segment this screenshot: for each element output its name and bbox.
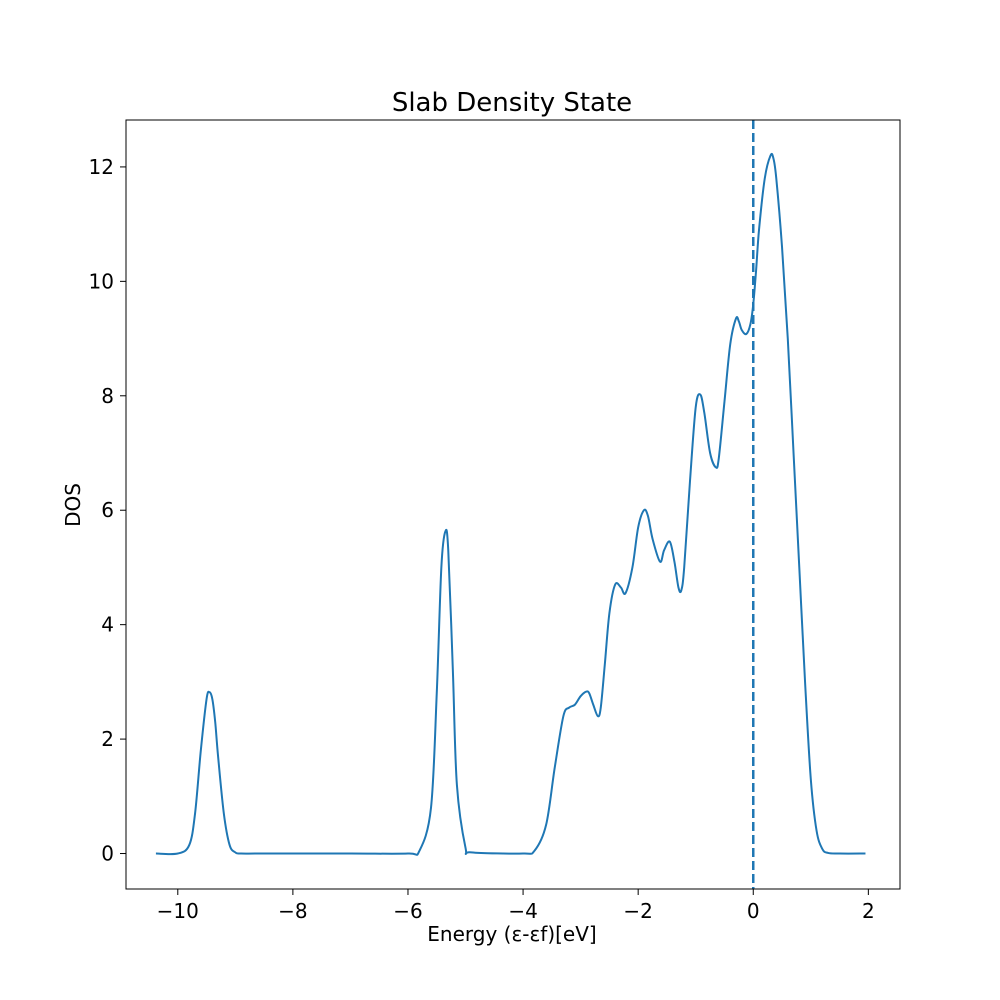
plot-area bbox=[155, 120, 866, 889]
x-tick-label: −2 bbox=[623, 899, 652, 923]
x-axis-label: Energy (ε-εf)[eV] bbox=[427, 922, 596, 946]
x-tick-label: 2 bbox=[862, 899, 875, 923]
x-tick-label: −8 bbox=[278, 899, 307, 923]
y-tick-label: 12 bbox=[89, 155, 114, 179]
chart-title: Slab Density State bbox=[392, 88, 632, 118]
x-axis-ticks: −10 −8 −6 −4 −2 0 2 bbox=[157, 889, 875, 923]
y-tick-label: 2 bbox=[101, 727, 114, 751]
x-tick-label: 0 bbox=[747, 899, 760, 923]
x-tick-label: −6 bbox=[393, 899, 422, 923]
y-tick-label: 8 bbox=[101, 384, 114, 408]
y-tick-label: 0 bbox=[101, 842, 114, 866]
dos-series-line bbox=[155, 152, 866, 856]
x-tick-label: −10 bbox=[157, 899, 199, 923]
y-tick-label: 6 bbox=[101, 498, 114, 522]
plot-frame bbox=[125, 119, 901, 890]
y-tick-label: 4 bbox=[101, 613, 114, 637]
y-axis-ticks: 0 2 4 6 8 10 12 bbox=[89, 155, 126, 866]
y-tick-label: 10 bbox=[89, 269, 114, 293]
y-axis-label: DOS bbox=[61, 483, 85, 527]
x-tick-label: −4 bbox=[508, 899, 537, 923]
